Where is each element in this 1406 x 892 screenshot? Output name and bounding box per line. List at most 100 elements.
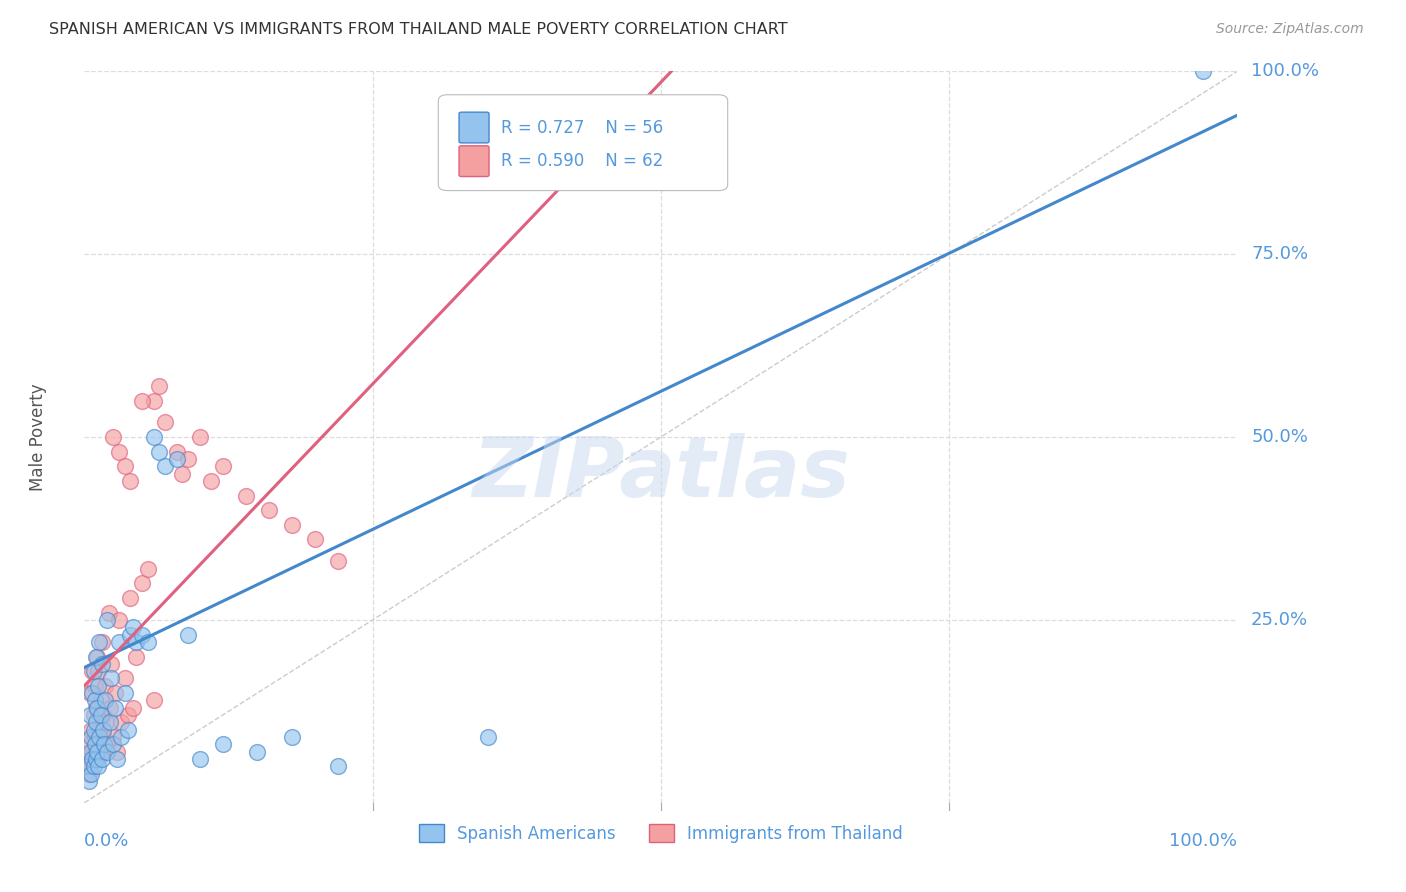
Point <box>172 467 194 481</box>
Point <box>108 444 131 458</box>
Point <box>108 635 131 649</box>
Point <box>142 393 165 408</box>
Point <box>83 708 105 723</box>
Point <box>98 700 121 714</box>
Point <box>281 730 304 744</box>
Point <box>148 379 170 393</box>
Point <box>166 444 188 458</box>
Point <box>110 715 132 730</box>
Point <box>136 562 159 576</box>
Point <box>83 664 105 678</box>
Point <box>235 489 257 503</box>
Point <box>90 635 112 649</box>
Point <box>94 679 117 693</box>
Point <box>86 745 108 759</box>
Point <box>100 672 122 686</box>
Point <box>304 533 326 547</box>
Point <box>96 715 118 730</box>
Point <box>211 459 233 474</box>
Text: Source: ZipAtlas.com: Source: ZipAtlas.com <box>1216 22 1364 37</box>
Point <box>83 693 105 707</box>
Point <box>142 430 165 444</box>
Point <box>117 708 139 723</box>
Point <box>105 752 128 766</box>
Point <box>82 745 104 759</box>
Point <box>86 700 108 714</box>
Point <box>114 459 136 474</box>
Point <box>83 759 105 773</box>
Point <box>120 474 142 488</box>
Point <box>79 737 101 751</box>
Point <box>84 715 107 730</box>
Point <box>110 730 132 744</box>
Point <box>142 693 165 707</box>
Point <box>83 752 105 766</box>
Point <box>188 430 211 444</box>
Point <box>188 752 211 766</box>
Point <box>1191 64 1213 78</box>
Point <box>87 759 110 773</box>
Point <box>79 686 101 700</box>
Point <box>121 700 143 714</box>
Point <box>114 686 136 700</box>
Text: SPANISH AMERICAN VS IMMIGRANTS FROM THAILAND MALE POVERTY CORRELATION CHART: SPANISH AMERICAN VS IMMIGRANTS FROM THAI… <box>49 22 787 37</box>
Point <box>76 759 98 773</box>
Point <box>87 752 110 766</box>
Point <box>84 745 107 759</box>
Text: R = 0.590    N = 62: R = 0.590 N = 62 <box>501 153 662 170</box>
Point <box>77 773 100 788</box>
Text: 50.0%: 50.0% <box>1251 428 1308 446</box>
Point <box>91 708 114 723</box>
Point <box>104 700 127 714</box>
Point <box>131 576 153 591</box>
Point <box>211 737 233 751</box>
Point <box>82 664 104 678</box>
Point <box>93 737 115 751</box>
Point <box>79 745 101 759</box>
Point <box>87 679 110 693</box>
Point <box>326 554 349 568</box>
Point <box>103 730 124 744</box>
Point <box>131 393 153 408</box>
Point <box>96 613 118 627</box>
Point <box>326 759 349 773</box>
Point <box>103 430 124 444</box>
Point <box>246 745 269 759</box>
Point <box>91 723 114 737</box>
Point <box>89 730 111 744</box>
Point <box>96 737 118 751</box>
Point <box>148 444 170 458</box>
Point <box>90 657 112 671</box>
Point <box>96 745 118 759</box>
Point <box>83 737 105 751</box>
FancyBboxPatch shape <box>460 145 489 177</box>
Point <box>153 416 176 430</box>
Point <box>79 708 101 723</box>
Point <box>177 627 200 641</box>
Point <box>80 766 103 780</box>
Point <box>84 649 107 664</box>
Legend: Spanish Americans, Immigrants from Thailand: Spanish Americans, Immigrants from Thail… <box>412 818 910 849</box>
Point <box>77 766 100 780</box>
Point <box>114 672 136 686</box>
Text: 0.0%: 0.0% <box>84 832 129 850</box>
Point <box>76 752 98 766</box>
Point <box>89 723 111 737</box>
Point <box>83 679 105 693</box>
Point <box>120 591 142 605</box>
Text: ZIPatlas: ZIPatlas <box>472 434 849 514</box>
Point <box>93 730 115 744</box>
Point <box>104 686 127 700</box>
Point <box>84 752 107 766</box>
Point <box>153 459 176 474</box>
Point <box>177 452 200 467</box>
Text: 25.0%: 25.0% <box>1251 611 1308 629</box>
Point <box>117 723 139 737</box>
Text: Male Poverty: Male Poverty <box>30 384 48 491</box>
Point <box>80 759 103 773</box>
Point <box>87 664 110 678</box>
Point <box>83 723 105 737</box>
Point <box>477 730 499 744</box>
Text: 100.0%: 100.0% <box>1251 62 1319 80</box>
Point <box>120 627 142 641</box>
